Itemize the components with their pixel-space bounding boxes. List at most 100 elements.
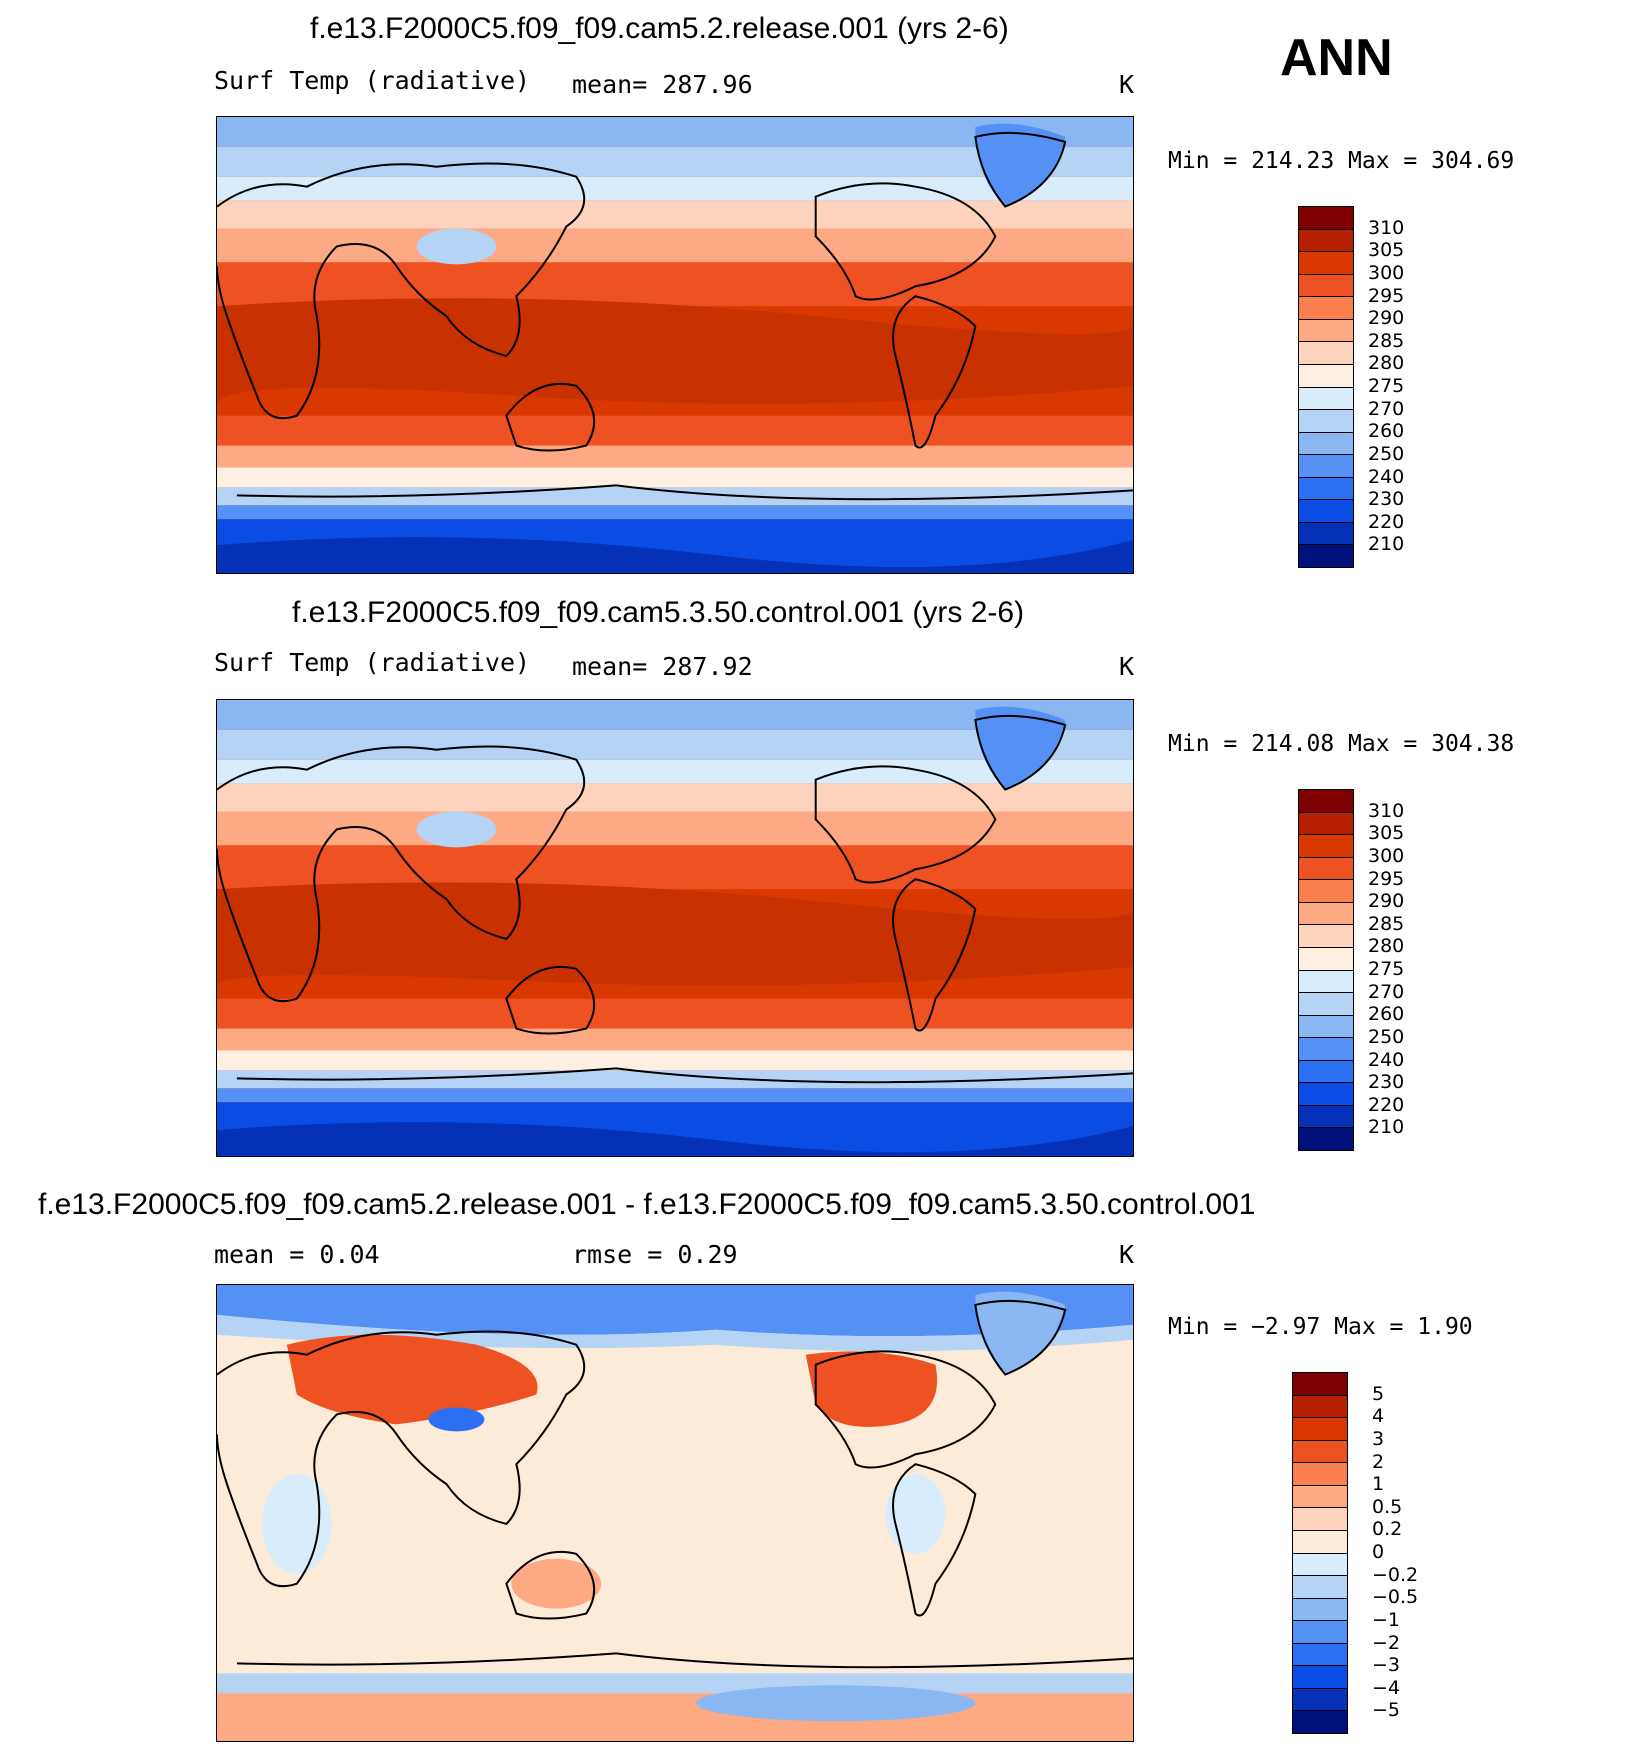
colorbar-tick-label: 305	[1368, 239, 1405, 262]
colorbar-box	[1293, 1395, 1347, 1419]
colorbar-tick-label: 250	[1368, 1025, 1405, 1048]
colorbar-box	[1299, 1015, 1353, 1039]
colorbar-tick-label: 280	[1368, 352, 1405, 375]
colorbar-tick-label: 4	[1372, 1405, 1385, 1428]
colorbar-box	[1299, 252, 1353, 275]
colorbar-box	[1299, 790, 1353, 813]
colorbar-tick-label: 270	[1368, 980, 1405, 1003]
panel3-minmax: Min = −2.97 Max = 1.90	[1168, 1314, 1473, 1340]
panel3-colorbar	[1292, 1372, 1348, 1734]
colorbar-box	[1299, 1038, 1353, 1061]
colorbar-box	[1299, 432, 1353, 456]
colorbar-box	[1299, 229, 1353, 253]
colorbar-tick-label: 275	[1368, 375, 1405, 397]
colorbar-tick-label: 300	[1368, 261, 1405, 284]
colorbar-box	[1293, 1621, 1347, 1644]
colorbar-tick-label: 285	[1368, 912, 1405, 935]
colorbar-tick-label: 295	[1368, 867, 1405, 890]
colorbar-box	[1293, 1643, 1347, 1667]
colorbar-tick-label: −1	[1372, 1608, 1401, 1631]
panel3-mean: mean = 0.04	[214, 1240, 380, 1269]
panel1-map	[216, 116, 1134, 574]
colorbar-box	[1299, 925, 1353, 948]
colorbar-tick-label: −2	[1372, 1631, 1401, 1654]
panel2-minmax: Min = 214.08 Max = 304.38	[1168, 731, 1515, 757]
colorbar-box	[1293, 1553, 1347, 1577]
colorbar-tick-label: 240	[1368, 465, 1405, 488]
panel2-map	[216, 699, 1134, 1157]
panel1-minmax: Min = 214.23 Max = 304.69	[1168, 148, 1515, 174]
panel2-colorbar	[1298, 789, 1354, 1151]
panel2-title: f.e13.F2000C5.f09_f09.cam5.3.50.control.…	[292, 596, 1025, 629]
panel3-title: f.e13.F2000C5.f09_f09.cam5.2.release.001…	[38, 1188, 1256, 1221]
colorbar-tick-label: 260	[1368, 1003, 1405, 1026]
colorbar-box	[1293, 1576, 1347, 1599]
colorbar-box	[1299, 902, 1353, 926]
colorbar-tick-label: 2	[1372, 1450, 1385, 1473]
colorbar-tick-label: 290	[1368, 890, 1405, 913]
colorbar-box	[1299, 207, 1353, 230]
colorbar-box	[1299, 880, 1353, 903]
colorbar-box	[1293, 1666, 1347, 1689]
colorbar-box	[1299, 455, 1353, 478]
colorbar-tick-label: 230	[1368, 1071, 1405, 1094]
colorbar-tick-label: 230	[1368, 488, 1405, 511]
colorbar-tick-label: 260	[1368, 420, 1405, 443]
colorbar-tick-label: −3	[1372, 1654, 1401, 1677]
colorbar-tick-label: 3	[1372, 1427, 1385, 1450]
colorbar-box	[1299, 1128, 1353, 1150]
colorbar-box	[1299, 1105, 1353, 1129]
colorbar-tick-label: 0.5	[1372, 1495, 1403, 1518]
panel1-temperature-field	[217, 117, 1133, 573]
colorbar-box	[1299, 857, 1353, 881]
colorbar-box	[1299, 342, 1353, 365]
colorbar-box	[1299, 1060, 1353, 1084]
colorbar-box	[1299, 947, 1353, 971]
colorbar-box	[1293, 1440, 1347, 1464]
colorbar-tick-label: 220	[1368, 1093, 1405, 1116]
colorbar-tick-label: −0.2	[1372, 1563, 1419, 1586]
panel3-rmse: rmse = 0.29	[572, 1240, 738, 1269]
colorbar-box	[1293, 1711, 1347, 1733]
colorbar-box	[1299, 970, 1353, 994]
colorbar-tick-label: 210	[1368, 533, 1405, 556]
colorbar-tick-label: 290	[1368, 307, 1405, 330]
panel2-variable: Surf Temp (radiative)	[214, 648, 531, 677]
colorbar-tick-label: −0.5	[1372, 1586, 1419, 1609]
colorbar-box	[1299, 297, 1353, 320]
panel3-difference-field	[217, 1285, 1133, 1741]
colorbar-tick-label: 285	[1368, 329, 1405, 352]
colorbar-box	[1299, 993, 1353, 1016]
colorbar-box	[1299, 522, 1353, 546]
colorbar-tick-label: 220	[1368, 510, 1405, 533]
colorbar-tick-label: 210	[1368, 1116, 1405, 1139]
colorbar-tick-label: 250	[1368, 442, 1405, 465]
panel2-temperature-field	[217, 700, 1133, 1156]
colorbar-box	[1299, 410, 1353, 433]
colorbar-tick-label: −5	[1372, 1699, 1401, 1722]
colorbar-box	[1299, 1083, 1353, 1106]
colorbar-box	[1299, 545, 1353, 567]
colorbar-box	[1293, 1688, 1347, 1712]
colorbar-tick-label: 310	[1368, 799, 1405, 822]
colorbar-tick-label: 0	[1372, 1541, 1385, 1563]
colorbar-box	[1293, 1530, 1347, 1554]
colorbar-tick-label: −4	[1372, 1676, 1401, 1699]
colorbar-box	[1299, 835, 1353, 858]
panel1-colorbar	[1298, 206, 1354, 568]
colorbar-box	[1293, 1598, 1347, 1622]
colorbar-box	[1293, 1418, 1347, 1441]
colorbar-tick-label: 5	[1372, 1382, 1385, 1405]
colorbar-box	[1299, 477, 1353, 501]
colorbar-box	[1299, 500, 1353, 523]
colorbar-tick-label: 280	[1368, 935, 1405, 958]
panel3-map	[216, 1284, 1134, 1742]
colorbar-box	[1293, 1373, 1347, 1396]
colorbar-tick-label: 0.2	[1372, 1518, 1403, 1541]
colorbar-tick-label: 275	[1368, 958, 1405, 980]
colorbar-box	[1293, 1485, 1347, 1509]
colorbar-box	[1299, 387, 1353, 411]
colorbar-box	[1299, 319, 1353, 343]
panel1-mean: mean= 287.96	[572, 70, 753, 99]
season-label: ANN	[1280, 29, 1393, 87]
